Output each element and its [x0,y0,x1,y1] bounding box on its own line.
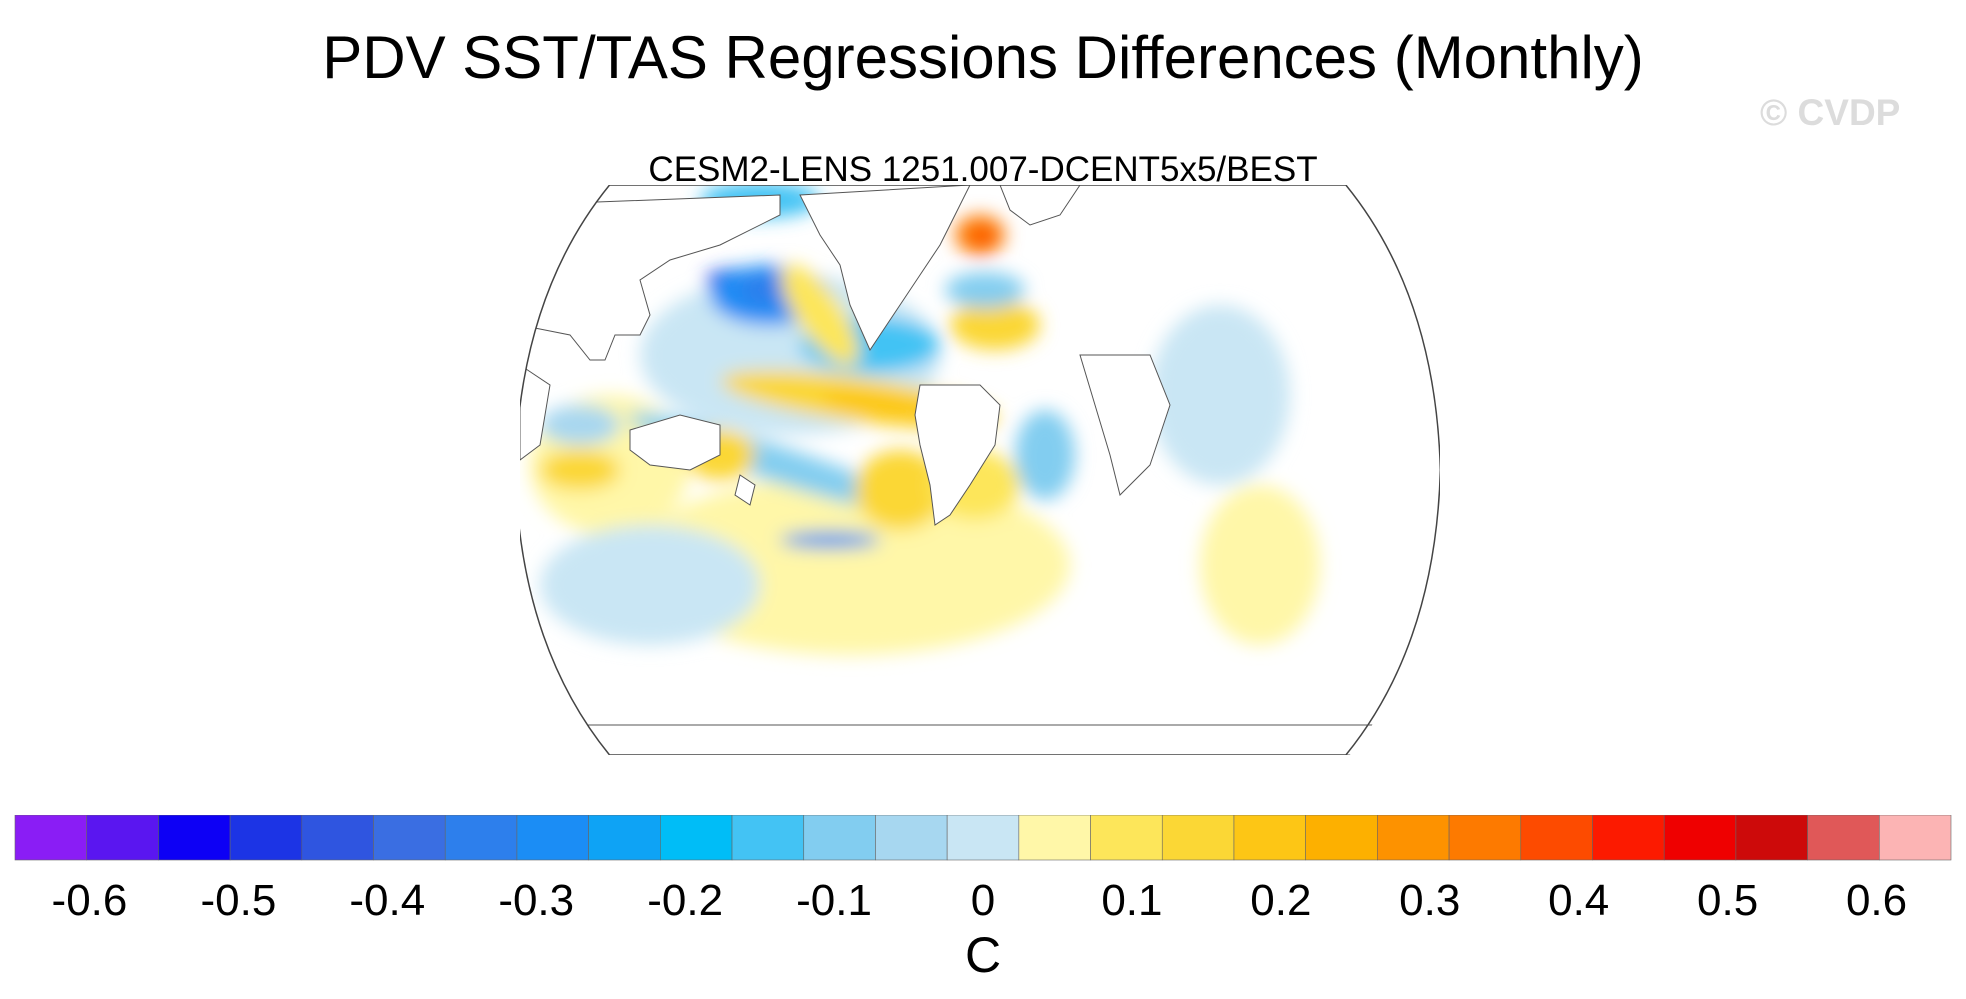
colorbar-tick-label: -0.5 [200,876,276,925]
colorbar-swatch [1305,815,1378,861]
field-southern-ocean-cold [780,532,880,548]
colorbar-swatch [1090,815,1163,861]
colorbar-swatches [14,815,1952,861]
land-africa [520,364,551,461]
world-map [520,185,1440,755]
colorbar-tick-label: -0.3 [498,876,574,925]
map-boundary [520,185,1440,755]
colorbar-swatch [1161,815,1235,861]
field-south-indian-pale [540,525,760,645]
colorbar-swatch [660,815,733,861]
colorbar-swatch [946,815,1020,861]
land-north-america [799,185,971,352]
colorbar-swatch [1878,815,1952,861]
colorbar-swatch [1448,815,1522,861]
colorbar-swatch [731,815,805,861]
colorbar-swatch [158,815,231,861]
colorbar-swatch [14,815,88,861]
colorbar-swatch [1592,815,1665,861]
colorbar-swatch [1377,815,1450,861]
field-north-atlantic-cold [945,272,1025,308]
watermark: © CVDP [1760,92,1901,133]
colorbar-swatch [1807,815,1880,861]
field-tropical-pacific-core [820,390,940,420]
colorbar-swatch [1018,815,1091,861]
colorbar-swatch [516,815,589,861]
field-north-atlantic-warm [950,300,1040,350]
field-atlantic-pale [1150,305,1290,485]
colorbar-tick-label: -0.2 [647,876,723,925]
colorbar-swatch [1233,815,1306,861]
colorbar-tick-label: 0.4 [1548,876,1609,925]
colorbar-swatch [1520,815,1593,861]
colorbar-swatch [588,815,661,861]
colorbar-units: C [964,927,1002,983]
colorbar-swatch [86,815,159,861]
land-africa-west [1079,354,1171,496]
land-south-america [914,384,1001,526]
colorbar-tick-label: -0.1 [796,876,872,925]
colorbar-swatch [803,815,876,861]
colorbar-tick-label: 0.2 [1250,876,1311,925]
colorbar-swatch [229,815,303,861]
colorbar-tick-label: -0.6 [52,876,128,925]
colorbar-tick-label: 0.6 [1846,876,1907,925]
chart-title: PDV SST/TAS Regressions Differences (Mon… [322,24,1644,91]
field-indian-cold [540,405,620,445]
field-northeast-pacific-warm [781,264,859,366]
colorbar-swatch [301,815,374,861]
field-labrador-core [971,229,995,245]
colorbar-swatch [875,815,948,861]
land-new-zealand [734,474,756,506]
colorbar-tick-label: -0.4 [349,876,425,925]
colorbar-tick-label: 0.3 [1399,876,1460,925]
field-south-atlantic-cold [1015,410,1075,500]
land-eurasia [520,194,781,361]
colorbar-swatch [373,815,446,861]
land-antarctica [520,724,1440,755]
colorbar-tick-labels: -0.6 -0.5 -0.4 -0.3 -0.2 -0.1 0 0.1 0.2 0.3 0.4 0.5… [52,876,1908,925]
colorbar-swatch [1663,815,1737,861]
colorbar-tick-label: 0 [971,876,995,925]
field-southeast-pacific-warm [855,450,945,530]
continents [520,185,1440,755]
field-south-atlantic-pale [1200,485,1320,645]
colorbar-swatch [444,815,518,861]
chart-subtitle: CESM2-LENS 1251.007-DCENT5x5/BEST [648,150,1318,189]
colorbar-tick-label: 0.1 [1101,876,1162,925]
land-australia [629,414,721,471]
field-north-pacific-core [740,275,790,305]
colorbar: -0.6 -0.5 -0.4 -0.3 -0.2 -0.1 0 0.1 0.2 0.3 0.4 0.5… [14,815,1952,925]
land-greenland [999,185,1081,226]
colorbar-swatch [1735,815,1808,861]
field-south-indian-warm [540,450,620,490]
colorbar-tick-label: 0.5 [1697,876,1758,925]
